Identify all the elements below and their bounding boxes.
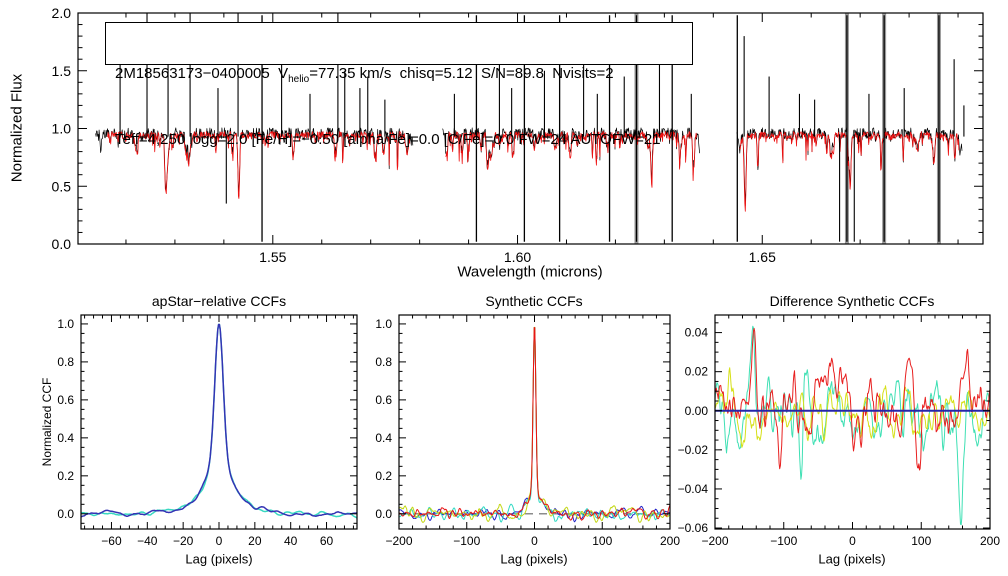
svg-text:0: 0 — [216, 534, 223, 548]
synthetic-ccf-x-axis-label: Lag (pixels) — [500, 551, 568, 567]
apstar-ccf-y-axis-label: Normalized CCF — [40, 377, 54, 467]
svg-text:1.55: 1.55 — [259, 249, 286, 265]
svg-text:−200: −200 — [385, 534, 412, 548]
svg-text:0.0: 0.0 — [375, 507, 392, 521]
svg-text:0.0: 0.0 — [57, 507, 74, 521]
svg-text:0: 0 — [531, 534, 538, 548]
svg-text:−0.06: −0.06 — [678, 521, 709, 535]
vhelio-subscript: helio — [288, 74, 310, 85]
svg-text:−20: −20 — [173, 534, 194, 548]
svg-text:−0.04: −0.04 — [678, 482, 709, 496]
svg-text:0.4: 0.4 — [57, 431, 74, 445]
svg-text:0.5: 0.5 — [52, 178, 72, 194]
fit-info-stats: =77.35 km/s chisq=5.12 S/N=89.8 Nvisits=… — [309, 65, 614, 82]
svg-text:0.4: 0.4 — [375, 431, 392, 445]
svg-text:1.0: 1.0 — [375, 317, 392, 331]
svg-text:1.65: 1.65 — [749, 249, 776, 265]
svg-text:1.0: 1.0 — [52, 121, 72, 137]
apstar-ccf-title: apStar−relative CCFs — [151, 293, 287, 309]
svg-text:1.0: 1.0 — [57, 317, 74, 331]
svg-text:2.0: 2.0 — [52, 5, 72, 21]
svg-text:0.8: 0.8 — [57, 355, 74, 369]
svg-text:−200: −200 — [701, 534, 728, 548]
fit-info-target-id: 2M18563173−0400005 V — [115, 65, 289, 82]
spectrum-x-axis-label: Wavelength (microns) — [457, 263, 603, 281]
svg-text:0.02: 0.02 — [685, 365, 709, 379]
svg-text:20: 20 — [248, 534, 262, 548]
svg-text:0.8: 0.8 — [375, 355, 392, 369]
fit-info-line2: Teff=4,250 logg=2.0 [Fe/H]=−0.50 [alpha/… — [115, 131, 661, 148]
svg-text:0: 0 — [849, 534, 856, 548]
svg-text:200: 200 — [980, 534, 1000, 548]
fit-info-box: 2M18563173−0400005 Vhelio=77.35 km/s chi… — [105, 22, 693, 148]
svg-text:1.5: 1.5 — [52, 63, 72, 79]
svg-text:−0.02: −0.02 — [678, 443, 709, 457]
svg-text:−60: −60 — [101, 534, 122, 548]
svg-text:40: 40 — [284, 534, 298, 548]
svg-text:0.6: 0.6 — [375, 393, 392, 407]
svg-text:0.6: 0.6 — [57, 393, 74, 407]
svg-text:−40: −40 — [137, 534, 158, 548]
svg-text:0.0: 0.0 — [52, 236, 72, 252]
difference-ccf-title: Difference Synthetic CCFs — [769, 293, 935, 309]
difference-ccf-x-axis-label: Lag (pixels) — [818, 551, 886, 567]
fit-info-line1: 2M18563173−0400005 Vhelio=77.35 km/s chi… — [115, 64, 692, 90]
synthetic-ccf-title: Synthetic CCFs — [485, 293, 583, 309]
svg-text:200: 200 — [660, 534, 680, 548]
svg-text:100: 100 — [592, 534, 612, 548]
svg-text:1.60: 1.60 — [504, 249, 531, 265]
svg-text:−100: −100 — [453, 534, 480, 548]
apstar-ccf-x-axis-label: Lag (pixels) — [185, 551, 253, 567]
svg-text:0.00: 0.00 — [685, 404, 709, 418]
svg-text:60: 60 — [320, 534, 334, 548]
svg-text:0.2: 0.2 — [375, 469, 392, 483]
svg-text:0.2: 0.2 — [57, 469, 74, 483]
svg-text:−100: −100 — [770, 534, 797, 548]
svg-text:0.04: 0.04 — [685, 326, 709, 340]
svg-text:100: 100 — [911, 534, 931, 548]
spectrum-y-axis-label: Normalized Flux — [8, 73, 26, 183]
